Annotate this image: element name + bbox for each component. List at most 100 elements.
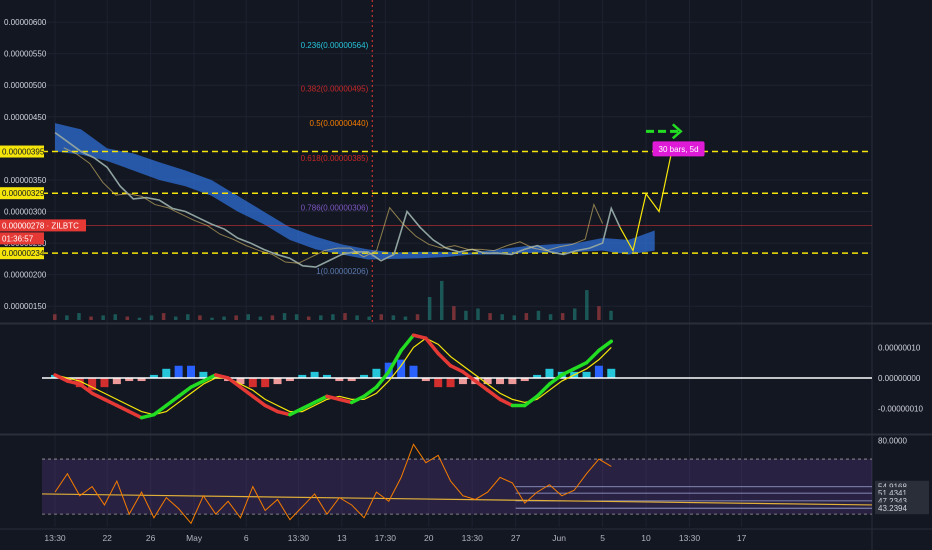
macd-line-segment	[498, 397, 515, 408]
time-axis-tick: 27	[511, 533, 521, 543]
macd-histogram-bar	[174, 365, 183, 378]
volume-bar	[319, 315, 323, 320]
macd-line-segment	[164, 394, 181, 408]
macd-line-segment	[300, 400, 317, 411]
macd-line-segment	[461, 370, 478, 383]
fib-level-label: 0.786(0.00000306)	[301, 204, 369, 213]
macd-histogram-bar	[446, 377, 455, 388]
volume-bar	[53, 314, 57, 320]
time-axis-tick: 13:30	[288, 533, 310, 543]
volume-bar	[89, 316, 93, 320]
macd-histogram-bar	[236, 377, 245, 385]
macd-axis-tick: -0.00000010	[878, 405, 923, 414]
time-axis-tick: 22	[102, 533, 112, 543]
macd-histogram-bar	[545, 368, 554, 378]
rsi-axis-tick: 51.4341	[878, 489, 907, 498]
time-axis-tick: 6	[244, 533, 249, 543]
macd-histogram-bar	[199, 371, 208, 378]
macd-axis-tick: 0.00000010	[878, 343, 921, 352]
volume-bar	[65, 315, 69, 320]
macd-line-segment	[213, 373, 230, 380]
volume-bar	[331, 314, 335, 320]
macd-line-segment	[78, 382, 94, 396]
volume-bar	[488, 313, 492, 320]
macd-line-segment	[362, 385, 379, 399]
macd-histogram-bar	[533, 374, 542, 378]
lagging-span	[63, 147, 604, 264]
volume-bar	[294, 314, 299, 320]
time-axis-tick: 10	[641, 533, 651, 543]
fib-level-label: 0.618(0.00000385)	[301, 154, 369, 163]
level-price-tag: 0.00000234	[2, 249, 45, 258]
macd-line-segment	[189, 379, 206, 389]
level-price-tag-bg	[0, 187, 44, 200]
bars-label: 30 bars, 5d	[659, 145, 699, 154]
rsi-axis-tick: 43.2394	[878, 504, 907, 513]
macd-histogram-bar	[372, 368, 381, 378]
volume-bar	[609, 310, 613, 320]
macd-line-segment	[115, 403, 131, 414]
macd-histogram-bar	[100, 377, 109, 388]
macd-axis-tick: 0.00000000	[878, 374, 921, 383]
macd-line-segment	[572, 360, 589, 371]
level-price-tag: 0.00000395	[2, 148, 45, 157]
price-axis-tick: 0.00000450	[4, 113, 47, 122]
macd-line-segment	[349, 394, 366, 405]
volume-bar	[367, 316, 371, 320]
macd-line-segment	[535, 382, 552, 399]
volume-bar	[548, 314, 553, 320]
volume-bar	[125, 316, 130, 320]
fib-level-label: 0.382(0.00000495)	[301, 84, 369, 93]
macd-histogram-bar	[434, 377, 443, 388]
volume-bar	[560, 313, 565, 320]
volume-bar	[512, 315, 517, 320]
time-axis-tick: 13:30	[679, 533, 701, 543]
macd-line-segment	[263, 403, 280, 414]
volume-bar	[113, 314, 117, 320]
price-line	[54, 131, 621, 268]
macd-line-segment	[387, 348, 403, 374]
macd-line-segment	[325, 394, 342, 402]
macd-line-segment	[65, 379, 82, 386]
volume-bar	[391, 315, 396, 320]
volume-bar	[101, 315, 105, 320]
macd-line-segment	[139, 412, 156, 420]
time-axis-tick: 26	[146, 533, 156, 543]
volume-bar	[343, 313, 347, 320]
volume-bar	[186, 314, 190, 320]
macd-line-segment	[522, 394, 539, 408]
macd-line-segment	[176, 385, 193, 399]
volume-bar	[137, 317, 142, 320]
time-axis-tick: May	[186, 533, 203, 543]
level-price-tag: 0.00000329	[2, 189, 45, 198]
volume-bar	[403, 316, 408, 320]
rsi-tick-bg	[875, 502, 929, 515]
volume-bar	[210, 317, 214, 320]
volume-bar	[161, 313, 166, 320]
volume-bar	[270, 315, 275, 320]
time-axis-tick: 13:30	[44, 533, 66, 543]
volume-bar	[77, 313, 81, 320]
bars-range-arrowhead	[671, 123, 683, 140]
bars-label-box	[652, 141, 705, 157]
price-tags: 0.00000395 0.00000329 0.00000234 0.00000278…	[0, 145, 86, 260]
macd-histogram-bar	[409, 365, 418, 378]
macd-histogram-bar	[285, 377, 294, 382]
fibonacci-levels: 0.236(0.00000564) 0.382(0.00000495) 0.5(0.…	[301, 41, 369, 276]
macd-histogram-bar	[582, 371, 591, 378]
price-axis-tick: 0.00000550	[4, 50, 47, 59]
rsi-axis-tick: 80.0000	[878, 437, 907, 446]
price-axis-tick: 0.00000200	[4, 271, 47, 280]
macd-line-segment	[560, 367, 576, 377]
macd-histogram-bar	[607, 368, 616, 378]
time-axis-tick: 5	[600, 533, 605, 543]
macd-panel: 0.00000010 0.00000000 -0.00000010	[42, 333, 923, 420]
macd-line-segment	[102, 397, 119, 408]
macd-histogram-bar	[397, 359, 406, 378]
time-axis-tick: 13:30	[462, 533, 484, 543]
macd-histogram-bar	[112, 377, 121, 385]
volume-bar	[379, 314, 384, 320]
macd-histogram-bar	[273, 377, 282, 385]
countdown-tag-bg	[0, 232, 44, 245]
